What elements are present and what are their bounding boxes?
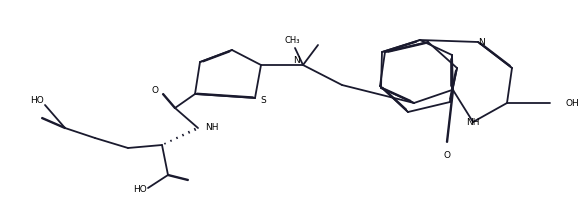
Text: OH: OH: [565, 98, 579, 108]
Text: HO: HO: [133, 186, 147, 194]
Text: NH: NH: [205, 124, 219, 132]
Text: HO: HO: [30, 95, 44, 105]
Text: N: N: [293, 56, 300, 65]
Text: S: S: [260, 95, 266, 105]
Text: CH₃: CH₃: [284, 35, 300, 44]
Text: O: O: [152, 86, 159, 95]
Text: N: N: [478, 38, 485, 46]
Text: O: O: [443, 151, 450, 159]
Text: NH: NH: [466, 118, 480, 127]
